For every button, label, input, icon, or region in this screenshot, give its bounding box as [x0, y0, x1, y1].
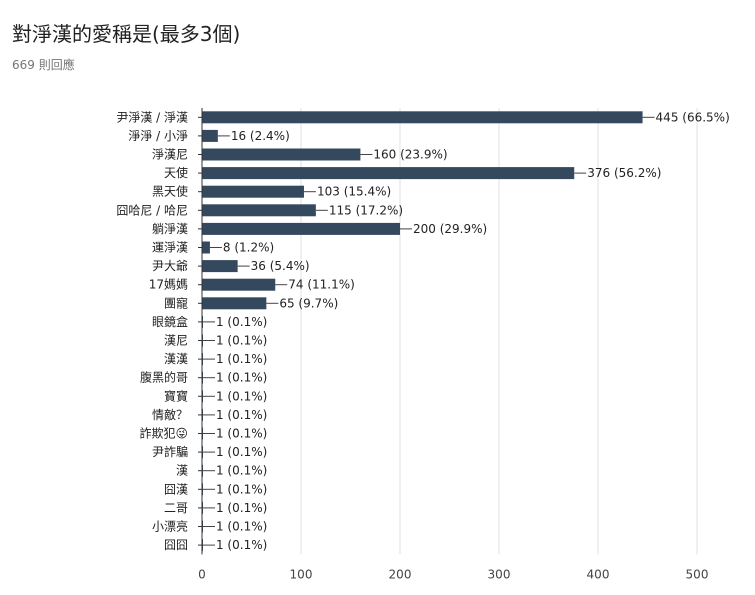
value-label: 1 (0.1%) [216, 520, 267, 534]
value-label: 1 (0.1%) [216, 445, 267, 459]
category-label: 詐欺犯😜 [139, 426, 188, 441]
category-label: 尹大爺 [152, 259, 188, 273]
category-label: 17媽媽 [149, 278, 188, 292]
bar [202, 278, 276, 291]
category-label: 黑天使 [152, 184, 188, 199]
category-label: 漢漢 [164, 352, 188, 366]
category-label: 淨漢尼 [152, 148, 188, 162]
value-label: 1 (0.1%) [216, 352, 267, 366]
value-label: 16 (2.4%) [231, 129, 290, 143]
value-label: 445 (66.5%) [656, 110, 730, 124]
category-label: 漢尼 [164, 334, 188, 348]
value-label: 1 (0.1%) [216, 315, 267, 329]
bar [202, 148, 361, 161]
value-label: 1 (0.1%) [216, 408, 267, 422]
bar [202, 111, 643, 124]
x-tick-label: 100 [290, 567, 313, 581]
category-label: 腹黑的哥 [140, 370, 188, 385]
category-label: 寶寶 [164, 388, 188, 403]
x-tick-label: 200 [389, 567, 412, 581]
category-label: 運淨漢 [152, 241, 188, 255]
gridlines [300, 108, 698, 555]
value-label: 200 (29.9%) [413, 222, 487, 236]
response-count: 669 則回應 [12, 58, 75, 72]
category-label: 尹詐騙 [152, 444, 188, 459]
bar [202, 297, 267, 310]
value-label: 1 (0.1%) [216, 427, 267, 441]
category-label: 團寵 [164, 295, 188, 310]
category-label: 躺淨漢 [152, 221, 188, 236]
bar [202, 260, 238, 273]
value-label: 1 (0.1%) [216, 389, 267, 403]
category-label: 囧哈尼 / 哈尼 [116, 203, 188, 217]
bars [202, 111, 643, 552]
labels: 0 100 200 300 400 500 尹淨漢 / 淨漢 445 (66.5%) 淨淨 / … [116, 110, 729, 581]
value-label: 74 (11.1%) [288, 278, 355, 292]
bar [202, 241, 210, 254]
category-label: 眼鏡盒 [152, 314, 188, 329]
x-tick-label: 400 [587, 567, 610, 581]
value-label: 36 (5.4%) [251, 259, 310, 273]
x-tick-label: 500 [686, 567, 709, 581]
value-label: 1 (0.1%) [216, 371, 267, 385]
value-label: 1 (0.1%) [216, 464, 267, 478]
bar [202, 185, 304, 198]
value-label: 8 (1.2%) [223, 241, 274, 255]
axes [198, 108, 203, 555]
category-label: 淨淨 / 小淨 [128, 129, 188, 143]
value-label: 160 (23.9%) [373, 148, 447, 162]
value-label: 103 (15.4%) [317, 185, 391, 199]
category-label: 囧漢 [164, 482, 188, 496]
value-label: 1 (0.1%) [216, 334, 267, 348]
category-label: 二哥 [164, 501, 188, 515]
category-label: 情敵？ [152, 407, 188, 422]
category-label: 天使 [164, 165, 188, 180]
bar [202, 167, 575, 180]
value-label: 65 (9.7%) [279, 296, 338, 310]
category-label: 尹淨漢 / 淨漢 [116, 110, 188, 124]
bar [202, 129, 218, 142]
category-label: 囧囧 [164, 538, 188, 552]
category-label: 小漂亮 [152, 519, 188, 534]
x-tick-label: 300 [488, 567, 511, 581]
value-label: 115 (17.2%) [329, 203, 403, 217]
chart-title: 對淨漢的愛稱是(最多3個) [12, 22, 241, 46]
bar [202, 222, 400, 235]
value-label: 1 (0.1%) [216, 501, 267, 515]
value-label: 1 (0.1%) [216, 482, 267, 496]
value-label: 1 (0.1%) [216, 538, 267, 552]
value-label: 376 (56.2%) [587, 166, 661, 180]
bar [202, 204, 316, 217]
category-label: 漢 [176, 464, 188, 478]
x-tick-label: 0 [198, 567, 206, 581]
